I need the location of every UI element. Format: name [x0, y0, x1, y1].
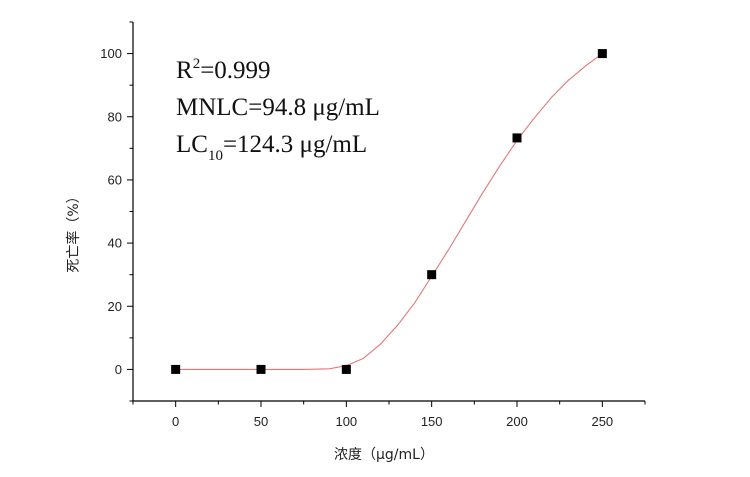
data-point-50: [256, 364, 266, 374]
y-axis-title: 死亡率（%）: [65, 189, 82, 272]
x-tick-label-150: 150: [421, 414, 443, 429]
x-tick-label-250: 250: [591, 414, 613, 429]
y-tick-label-60: 60: [108, 172, 122, 187]
x-tick-label-200: 200: [506, 414, 528, 429]
x-tick-label-0: 0: [172, 414, 179, 429]
y-tick-label-40: 40: [108, 236, 122, 251]
data-point-0: [171, 364, 181, 374]
ticks: 0 50 100 150 200 250 0 20 40 60 80 100: [100, 21, 646, 429]
y-tick-label-0: 0: [115, 362, 122, 377]
y-tick-label-20: 20: [108, 299, 122, 314]
data-point-100: [341, 364, 351, 374]
data-points: [171, 49, 607, 374]
x-tick-label-100: 100: [335, 414, 357, 429]
y-tick-label-100: 100: [100, 46, 122, 61]
annotation-lc10: LC10=124.3 μg/mL: [176, 131, 367, 164]
x-tick-label-50: 50: [254, 414, 268, 429]
data-point-200: [512, 133, 522, 143]
annotation-mnlc: MNLC=94.8 μg/mL: [176, 94, 380, 121]
data-point-250: [597, 49, 607, 59]
y-tick-label-80: 80: [108, 109, 122, 124]
data-point-150: [427, 270, 437, 280]
annotation-r2: R2=0.999: [176, 56, 271, 84]
x-axis-title: 浓度（μg/mL）: [334, 447, 434, 463]
